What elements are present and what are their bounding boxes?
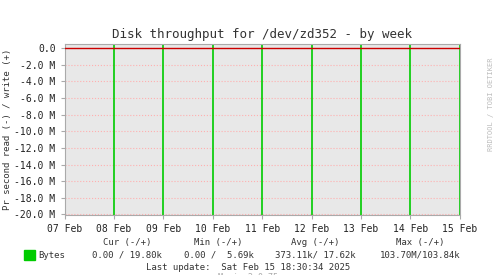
- Text: RRDTOOL / TOBI OETIKER: RRDTOOL / TOBI OETIKER: [488, 58, 494, 151]
- Text: Min (-/+): Min (-/+): [194, 238, 243, 247]
- Text: Last update:  Sat Feb 15 18:30:34 2025: Last update: Sat Feb 15 18:30:34 2025: [147, 263, 350, 272]
- Text: Cur (-/+): Cur (-/+): [102, 238, 151, 247]
- Text: Bytes: Bytes: [38, 251, 65, 260]
- Text: Munin 2.0.75: Munin 2.0.75: [219, 273, 278, 275]
- Text: 373.11k/ 17.62k: 373.11k/ 17.62k: [275, 251, 356, 260]
- Y-axis label: Pr second read (-) / write (+): Pr second read (-) / write (+): [2, 49, 11, 210]
- Text: 103.70M/103.84k: 103.70M/103.84k: [380, 251, 460, 260]
- Text: 0.00 / 19.80k: 0.00 / 19.80k: [92, 251, 162, 260]
- Text: 0.00 /  5.69k: 0.00 / 5.69k: [184, 251, 253, 260]
- Text: Max (-/+): Max (-/+): [396, 238, 444, 247]
- Title: Disk throughput for /dev/zd352 - by week: Disk throughput for /dev/zd352 - by week: [112, 28, 412, 42]
- Text: Avg (-/+): Avg (-/+): [291, 238, 340, 247]
